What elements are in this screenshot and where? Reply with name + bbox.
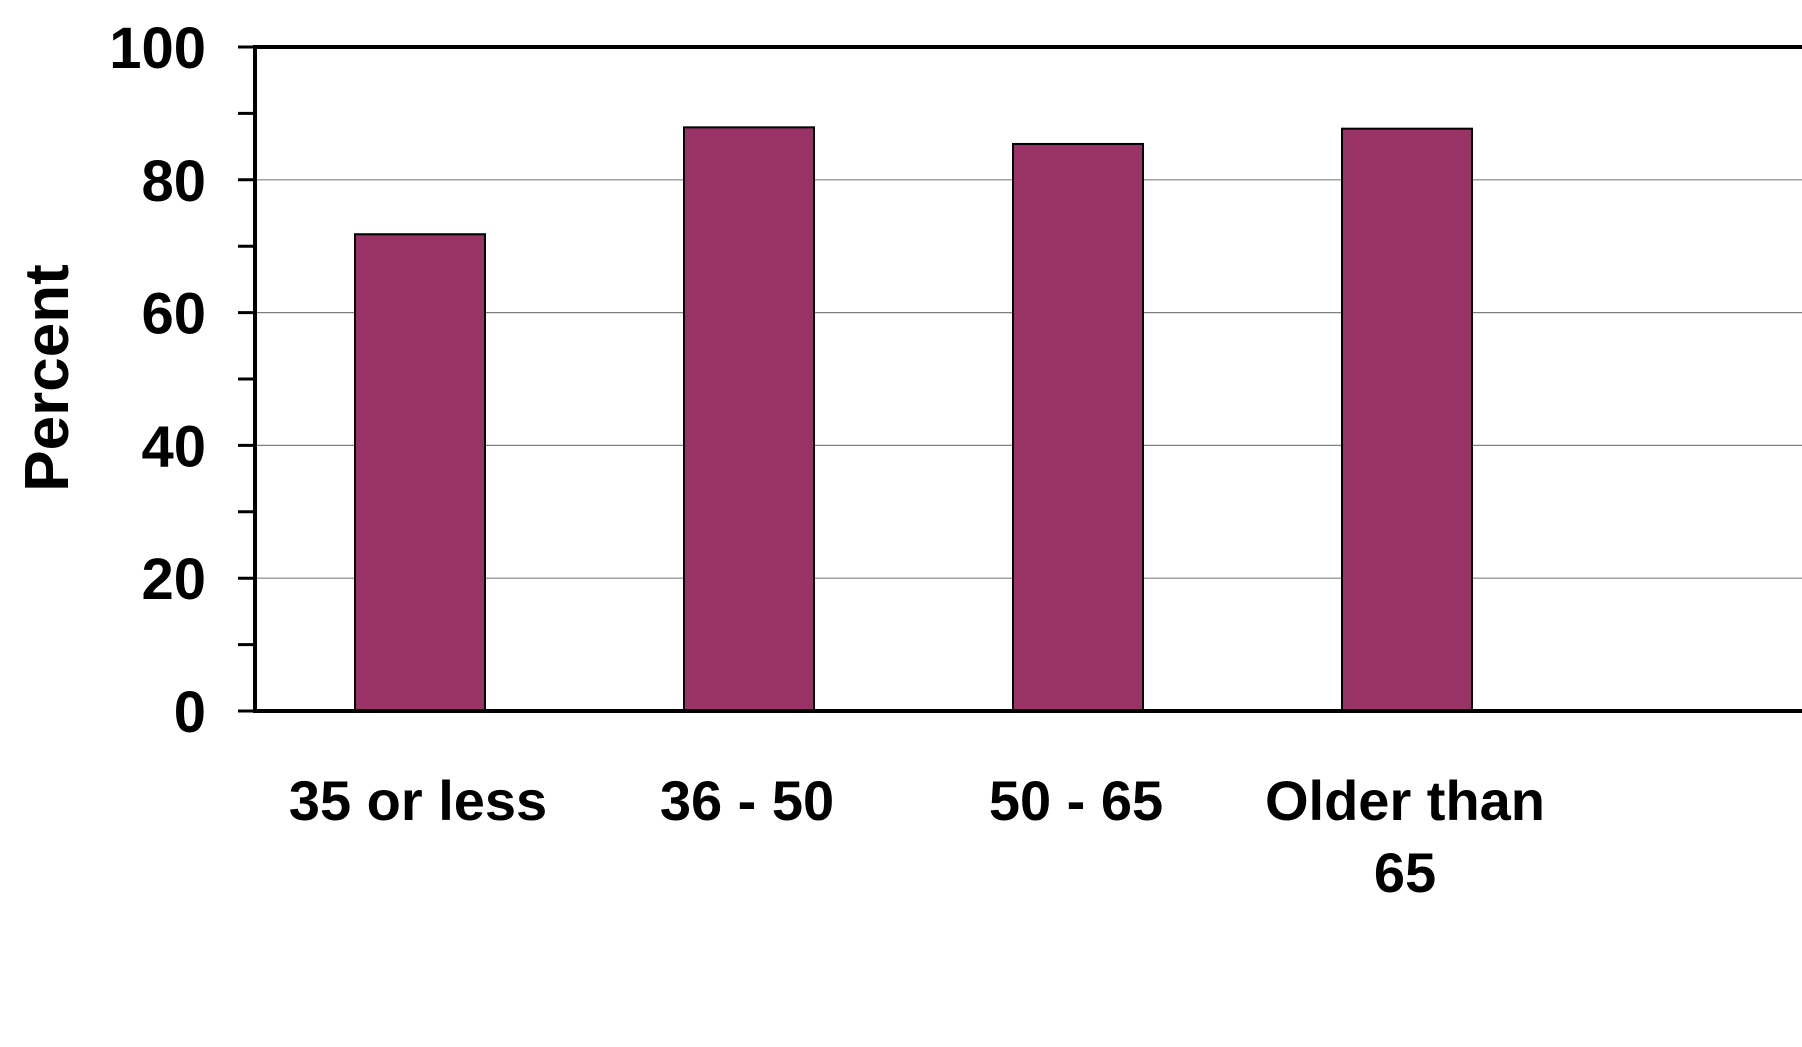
x-tick-label: Older than 65: [1265, 769, 1545, 904]
x-tick-label-line: 36 - 50: [660, 769, 834, 832]
y-tick-label: 0: [174, 680, 206, 745]
y-tick-label: 100: [109, 16, 206, 81]
bar: [1012, 142, 1144, 713]
x-tick-label: 50 - 65: [989, 769, 1163, 832]
bars: [354, 126, 1473, 713]
y-axis-ticks: 0 20 40 60 80 100: [109, 16, 255, 745]
x-tick-label-line: 65: [1374, 841, 1436, 904]
x-tick-label-line: 35 or less: [289, 769, 547, 832]
bar: [354, 233, 486, 713]
bar: [683, 126, 815, 713]
x-axis-labels: 35 or less 36 - 50 50 - 65 Older than 65: [289, 769, 1545, 904]
y-tick-label: 80: [141, 149, 206, 214]
bar: [1341, 127, 1473, 712]
x-tick-label: 36 - 50: [660, 769, 834, 832]
x-tick-label-line: 50 - 65: [989, 769, 1163, 832]
y-axis-title: Percent: [13, 264, 82, 491]
y-tick-label: 20: [141, 547, 206, 612]
x-tick-label-line: Older than: [1265, 769, 1545, 832]
x-tick-label: 35 or less: [289, 769, 547, 832]
y-tick-label: 60: [141, 282, 206, 347]
y-tick-label: 40: [141, 414, 206, 479]
